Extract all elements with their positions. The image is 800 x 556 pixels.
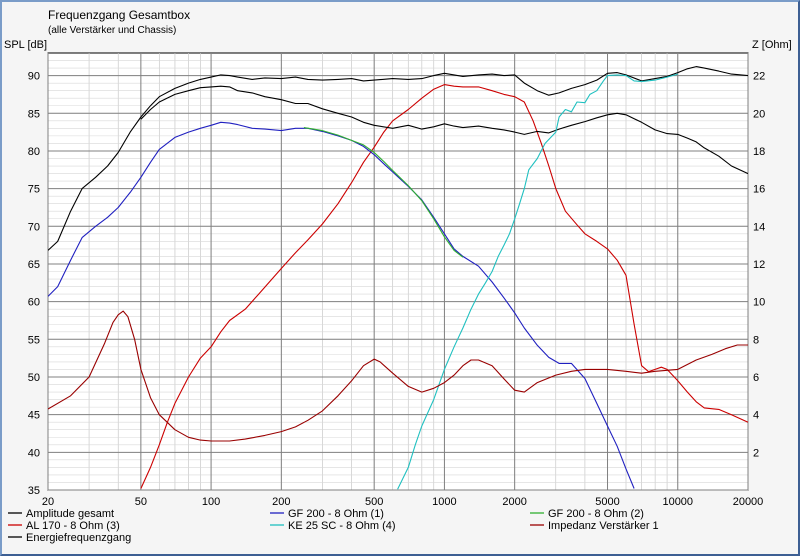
y-tick-label-left: 60	[28, 297, 40, 309]
series-line-7	[48, 310, 748, 442]
series-line-1	[48, 66, 748, 251]
series-line-5	[397, 73, 678, 490]
y-tick-label-left: 70	[28, 221, 40, 233]
legend-label: Energiefrequenzgang	[26, 532, 131, 544]
legend-label: Impedanz Verstärker 1	[548, 520, 659, 532]
x-tick-label: 1000	[432, 496, 456, 508]
y-axis-label-left: SPL [dB]	[4, 39, 47, 51]
y-tick-label-right: 18	[753, 146, 765, 158]
y-tick-label-left: 35	[28, 485, 40, 497]
y-tick-label-left: 65	[28, 259, 40, 271]
y-tick-label-right: 20	[753, 108, 765, 120]
y-tick-label-left: 50	[28, 372, 40, 384]
x-tick-label: 5000	[595, 496, 619, 508]
y-tick-label-right: 8	[753, 334, 759, 346]
x-tick-label: 20	[42, 496, 54, 508]
x-tick-label: 2000	[502, 496, 526, 508]
series-line-6	[303, 127, 464, 258]
chart-subtitle: (alle Verstärker und Chassis)	[48, 25, 176, 36]
y-tick-label-right: 14	[753, 221, 765, 233]
series-line-2	[140, 84, 748, 489]
legend-label: GF 200 - 8 Ohm (1)	[288, 508, 384, 520]
y-tick-label-left: 45	[28, 410, 40, 422]
y-tick-label-left: 55	[28, 334, 40, 346]
x-tick-label: 100	[202, 496, 220, 508]
x-tick-label: 200	[272, 496, 290, 508]
x-tick-label: 20000	[733, 496, 764, 508]
x-tick-label: 50	[135, 496, 147, 508]
y-tick-label-right: 12	[753, 259, 765, 271]
legend-label: AL 170 - 8 Ohm (3)	[26, 520, 120, 532]
legend-label: KE 25 SC - 8 Ohm (4)	[288, 520, 396, 532]
y-tick-label-right: 4	[753, 410, 759, 422]
legend: Amplitude gesamt GF 200 - 8 Ohm (1) GF 200…	[8, 508, 659, 544]
series-line-3	[140, 85, 748, 175]
x-tick-label: 10000	[662, 496, 693, 508]
y-tick-label-left: 85	[28, 108, 40, 120]
legend-label: Amplitude gesamt	[26, 508, 114, 520]
y-tick-label-left: 80	[28, 146, 40, 158]
y-tick-label-right: 16	[753, 184, 765, 196]
y-tick-label-left: 90	[28, 71, 40, 83]
y-axis-label-right: Z [Ohm]	[752, 39, 792, 51]
y-tick-label-right: 6	[753, 372, 759, 384]
y-tick-label-right: 10	[753, 297, 765, 309]
chart-title: Frequenzgang Gesamtbox	[48, 8, 190, 22]
legend-label: GF 200 - 8 Ohm (2)	[548, 508, 644, 520]
y-tick-label-right: 2	[753, 447, 759, 459]
x-tick-label: 500	[365, 496, 383, 508]
y-tick-label-left: 40	[28, 447, 40, 459]
y-tick-label-right: 22	[753, 71, 765, 83]
series-lines	[48, 66, 748, 490]
tick-labels: 20 50 100 200 500 1000 2000 5000 10000 20000 35 40 4…	[28, 71, 766, 508]
y-tick-label-left: 75	[28, 184, 40, 196]
